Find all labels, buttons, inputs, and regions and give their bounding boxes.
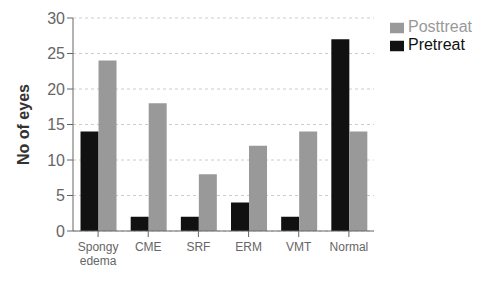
svg-text:0: 0	[56, 223, 65, 240]
svg-text:Normal: Normal	[330, 240, 369, 254]
svg-text:Spongyedema: Spongyedema	[78, 240, 119, 268]
html-text:Posttreat: Posttreat	[408, 18, 472, 35]
svg-text:30: 30	[47, 10, 65, 27]
svg-text:20: 20	[47, 81, 65, 98]
svg-text:10: 10	[47, 152, 65, 169]
svg-text:No of eyes: No of eyes	[15, 84, 32, 165]
svg-text:15: 15	[47, 116, 65, 133]
svg-text:5: 5	[56, 187, 65, 204]
svg-text:25: 25	[47, 45, 65, 62]
svg-text:SRF: SRF	[186, 240, 210, 254]
svg-text:CME: CME	[135, 240, 162, 254]
html-text:Pretreat: Pretreat	[408, 36, 465, 53]
svg-text:VMT: VMT	[286, 240, 312, 254]
svg-text:ERM: ERM	[235, 240, 262, 254]
